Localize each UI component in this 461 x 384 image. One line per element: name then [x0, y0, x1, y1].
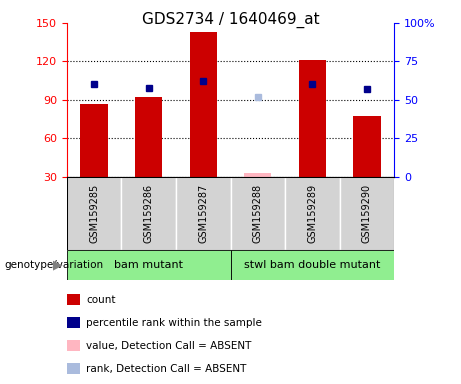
Bar [230, 250, 394, 280]
Bar [176, 177, 230, 250]
Text: GDS2734 / 1640469_at: GDS2734 / 1640469_at [142, 12, 319, 28]
Text: percentile rank within the sample: percentile rank within the sample [87, 318, 262, 328]
Bar [121, 177, 176, 250]
Bar [67, 177, 121, 250]
Bar [299, 60, 326, 177]
Text: GSM159290: GSM159290 [362, 184, 372, 243]
Text: ▶: ▶ [53, 258, 62, 271]
Text: count: count [87, 295, 116, 305]
Text: GSM159287: GSM159287 [198, 184, 208, 243]
Text: stwl bam double mutant: stwl bam double mutant [244, 260, 380, 270]
Bar [67, 250, 230, 280]
Bar [340, 177, 394, 250]
Bar [230, 177, 285, 250]
Text: rank, Detection Call = ABSENT: rank, Detection Call = ABSENT [87, 364, 247, 374]
Bar [67, 294, 80, 305]
Bar [353, 116, 380, 177]
Bar [189, 32, 217, 177]
Text: GSM159288: GSM159288 [253, 184, 263, 243]
Bar [67, 363, 80, 374]
Bar [67, 340, 80, 351]
Bar [81, 104, 108, 177]
Text: GSM159289: GSM159289 [307, 184, 317, 243]
Text: GSM159285: GSM159285 [89, 184, 99, 243]
Text: genotype/variation: genotype/variation [5, 260, 104, 270]
Bar [135, 97, 162, 177]
Text: bam mutant: bam mutant [114, 260, 183, 270]
Text: GSM159286: GSM159286 [144, 184, 154, 243]
Bar [67, 317, 80, 328]
Text: value, Detection Call = ABSENT: value, Detection Call = ABSENT [87, 341, 252, 351]
Bar [244, 173, 272, 177]
Bar [285, 177, 340, 250]
